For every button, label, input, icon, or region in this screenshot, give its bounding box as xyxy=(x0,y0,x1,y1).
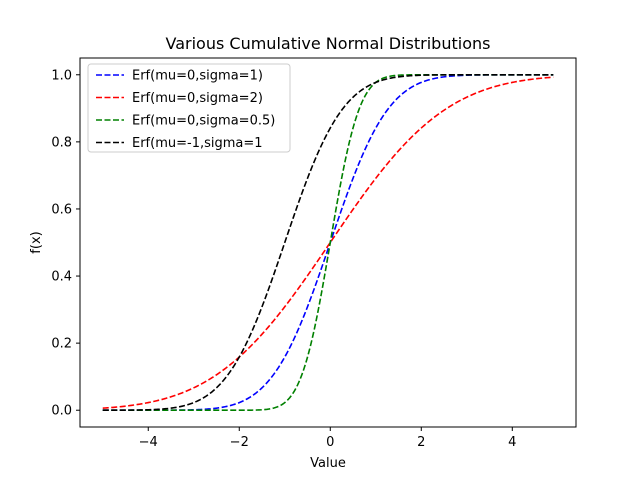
x-axis-ticks: −4 −2 0 2 4 xyxy=(139,427,516,450)
legend-label-2: Erf(mu=0,sigma=0.5) xyxy=(132,114,275,129)
legend-box xyxy=(87,63,291,153)
y-tick-label: 1.0 xyxy=(51,68,72,83)
y-axis-label: f(x) xyxy=(29,231,44,253)
x-tick-label: 0 xyxy=(326,435,334,450)
legend-label-1: Erf(mu=0,sigma=2) xyxy=(132,91,263,106)
series-line-1 xyxy=(102,76,554,409)
y-tick-label: 0.8 xyxy=(51,135,72,150)
y-tick-label: 0.2 xyxy=(51,337,72,352)
y-tick-label: 0.6 xyxy=(51,202,72,217)
x-tick-label: −4 xyxy=(139,435,158,450)
legend-label-3: Erf(mu=-1,sigma=1 xyxy=(132,136,263,151)
y-tick-label: 0.0 xyxy=(51,404,72,419)
x-tick-label: 4 xyxy=(508,435,516,450)
x-tick-label: −2 xyxy=(230,435,249,450)
y-axis-ticks: 0.0 0.2 0.4 0.6 0.8 1.0 xyxy=(51,68,80,419)
series-lines xyxy=(102,73,554,412)
legend: Erf(mu=0,sigma=1) Erf(mu=0,sigma=2) Erf(mu… xyxy=(87,63,291,153)
x-tick-label: 2 xyxy=(417,435,425,450)
legend-label-0: Erf(mu=0,sigma=1) xyxy=(132,69,263,84)
chart-title: Various Cumulative Normal Distributions xyxy=(166,34,491,53)
y-tick-label: 0.4 xyxy=(51,270,72,285)
series-line-3 xyxy=(102,73,554,412)
x-axis-label: Value xyxy=(310,456,346,471)
plot-frame xyxy=(79,57,577,428)
